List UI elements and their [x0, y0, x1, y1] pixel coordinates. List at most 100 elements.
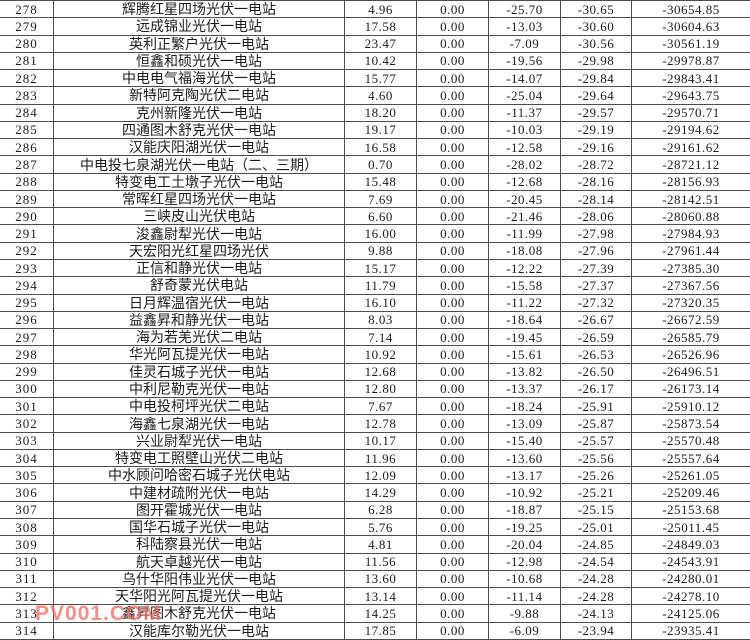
value-col3-cell: -18.08 [488, 241, 561, 260]
value-col5-cell: -25873.54 [631, 414, 750, 433]
station-name-cell: 乌什华阳伟业光伏一电站 [53, 569, 345, 589]
table-row: 307 图开霍城光伏一电站 6.28 0.00 -18.87 -25.15 -25153.6… [0, 500, 750, 519]
row-number-cell: 292 [0, 241, 54, 260]
table-row: 310 航天卓越光伏一电站 11.56 0.00 -12.98 -24.54 -24543.… [0, 552, 750, 571]
row-number-cell: 309 [0, 535, 54, 554]
value-col2-cell: 0.00 [416, 276, 489, 295]
value-col4-cell: -23.94 [560, 621, 632, 640]
value-col3-cell: -25.70 [488, 0, 561, 19]
row-number-cell: 284 [0, 103, 54, 122]
row-number-cell: 295 [0, 293, 54, 312]
station-name-cell: 正信和静光伏一电站 [53, 258, 345, 278]
station-name-cell: 日月辉温宿光伏一电站 [53, 293, 345, 312]
value-col1-cell: 9.88 [344, 241, 417, 260]
value-col2-cell: 0.00 [416, 483, 489, 502]
station-name-cell: 佳灵石城子光伏一电站 [53, 362, 345, 381]
value-col5-cell: -25570.48 [631, 431, 750, 450]
row-number-cell: 291 [0, 224, 54, 243]
value-col1-cell: 16.00 [344, 224, 417, 243]
value-col3-cell: -21.46 [488, 207, 561, 226]
value-col1-cell: 15.48 [344, 172, 417, 191]
row-number-cell: 300 [0, 379, 54, 399]
value-col1-cell: 12.09 [344, 466, 417, 485]
value-col5-cell: -24278.10 [631, 587, 750, 606]
value-col1-cell: 12.80 [344, 379, 417, 399]
value-col1-cell: 11.96 [344, 448, 417, 468]
row-number-cell: 314 [0, 621, 54, 640]
value-col2-cell: 0.00 [416, 172, 489, 191]
table-row: 292 天宏阳光红星四场光伏 9.88 0.00 -18.08 -27.96 -27961.… [0, 241, 750, 260]
row-number-cell: 311 [0, 569, 54, 589]
value-col3-cell: -10.92 [488, 483, 561, 502]
row-number-cell: 279 [0, 17, 54, 36]
table-row: 300 中利尼勒克光伏一电站 12.80 0.00 -13.37 -26.17 -26173… [0, 379, 750, 399]
value-col1-cell: 12.68 [344, 362, 417, 381]
value-col2-cell: 0.00 [416, 138, 489, 157]
value-col2-cell: 0.00 [416, 604, 489, 623]
value-col3-cell: -12.58 [488, 138, 561, 157]
value-col2-cell: 0.00 [416, 224, 489, 243]
value-col3-cell: -18.64 [488, 310, 561, 330]
row-number-cell: 281 [0, 51, 54, 71]
value-col4-cell: -25.91 [560, 397, 632, 416]
value-col4-cell: -26.17 [560, 379, 632, 399]
station-name-cell: 科陆察县光伏一电站 [53, 535, 345, 554]
table-row: 287 中电投七泉湖光伏一电站（二、三期） 0.70 0.00 -28.02 -28.72… [0, 155, 750, 174]
value-col5-cell: -23935.41 [631, 621, 750, 640]
value-col1-cell: 0.70 [344, 155, 417, 174]
value-col1-cell: 15.77 [344, 69, 417, 88]
value-col2-cell: 0.00 [416, 431, 489, 450]
value-col5-cell: -25011.45 [631, 517, 750, 537]
value-col2-cell: 0.00 [416, 189, 489, 209]
station-name-cell: 天宏阳光红星四场光伏 [53, 241, 345, 260]
station-name-cell: 浚鑫尉犁光伏一电站 [53, 224, 345, 243]
station-name-cell: 中利尼勒克光伏一电站 [53, 379, 345, 399]
table-row: 314 汉能库尔勒光伏一电站 17.85 0.00 -6.09 -23.94 -23935.… [0, 621, 750, 640]
table-row: 301 中电投柯坪光伏二电站 7.67 0.00 -18.24 -25.91 -25910.… [0, 397, 750, 416]
station-name-cell: 中电投柯坪光伏二电站 [53, 397, 345, 416]
station-name-cell: 特变电工土墩子光伏一电站 [53, 172, 345, 191]
value-col5-cell: -27961.44 [631, 241, 750, 260]
value-col5-cell: -28142.51 [631, 189, 750, 209]
value-col4-cell: -24.54 [560, 552, 632, 571]
table-row: 289 常晖红星四场光伏一电站 7.69 0.00 -20.45 -28.14 -28142… [0, 189, 750, 209]
value-col5-cell: -26672.59 [631, 310, 750, 330]
value-col5-cell: -27385.30 [631, 258, 750, 278]
value-col4-cell: -26.67 [560, 310, 632, 330]
value-col1-cell: 6.28 [344, 500, 417, 519]
value-col2-cell: 0.00 [416, 120, 489, 140]
table-row: 298 华光阿瓦提光伏一电站 10.92 0.00 -15.61 -26.53 -26526… [0, 345, 750, 364]
table-row: 280 英利正繁户光伏一电站 23.47 0.00 -7.09 -30.56 -30561.… [0, 34, 750, 53]
value-col4-cell: -29.19 [560, 120, 632, 140]
row-number-cell: 282 [0, 69, 54, 88]
row-number-cell: 312 [0, 587, 54, 606]
value-col1-cell: 19.17 [344, 120, 417, 140]
station-name-cell: 中建材疏附光伏一电站 [53, 483, 345, 502]
value-col4-cell: -25.21 [560, 483, 632, 502]
row-number-cell: 287 [0, 155, 54, 174]
value-col4-cell: -28.14 [560, 189, 632, 209]
value-col5-cell: -30561.19 [631, 34, 750, 53]
value-col1-cell: 13.14 [344, 587, 417, 606]
table-row: 291 浚鑫尉犁光伏一电站 16.00 0.00 -11.99 -27.98 -27984.… [0, 224, 750, 243]
station-name-cell: 中水顾问哈密石城子光伏电站 [53, 466, 345, 485]
value-col3-cell: -15.58 [488, 276, 561, 295]
table-row: 278 辉腾红星四场光伏一电站 4.96 0.00 -25.70 -30.65 -30654… [0, 0, 750, 19]
station-name-cell: 恒鑫和硕光伏一电站 [53, 51, 345, 71]
value-col2-cell: 0.00 [416, 258, 489, 278]
value-col3-cell: -13.03 [488, 17, 561, 36]
table-row: 311 乌什华阳伟业光伏一电站 13.60 0.00 -10.68 -24.28 -2428… [0, 569, 750, 589]
station-name-cell: 中电电气福海光伏一电站 [53, 69, 345, 88]
value-col1-cell: 18.20 [344, 103, 417, 122]
station-name-cell: 三峡皮山光伏电站 [53, 207, 345, 226]
value-col5-cell: -29161.62 [631, 138, 750, 157]
value-col1-cell: 16.58 [344, 138, 417, 157]
value-col2-cell: 0.00 [416, 552, 489, 571]
value-col3-cell: -12.98 [488, 552, 561, 571]
value-col4-cell: -25.87 [560, 414, 632, 433]
row-number-cell: 303 [0, 431, 54, 450]
row-number-cell: 299 [0, 362, 54, 381]
value-col5-cell: -25153.68 [631, 500, 750, 519]
